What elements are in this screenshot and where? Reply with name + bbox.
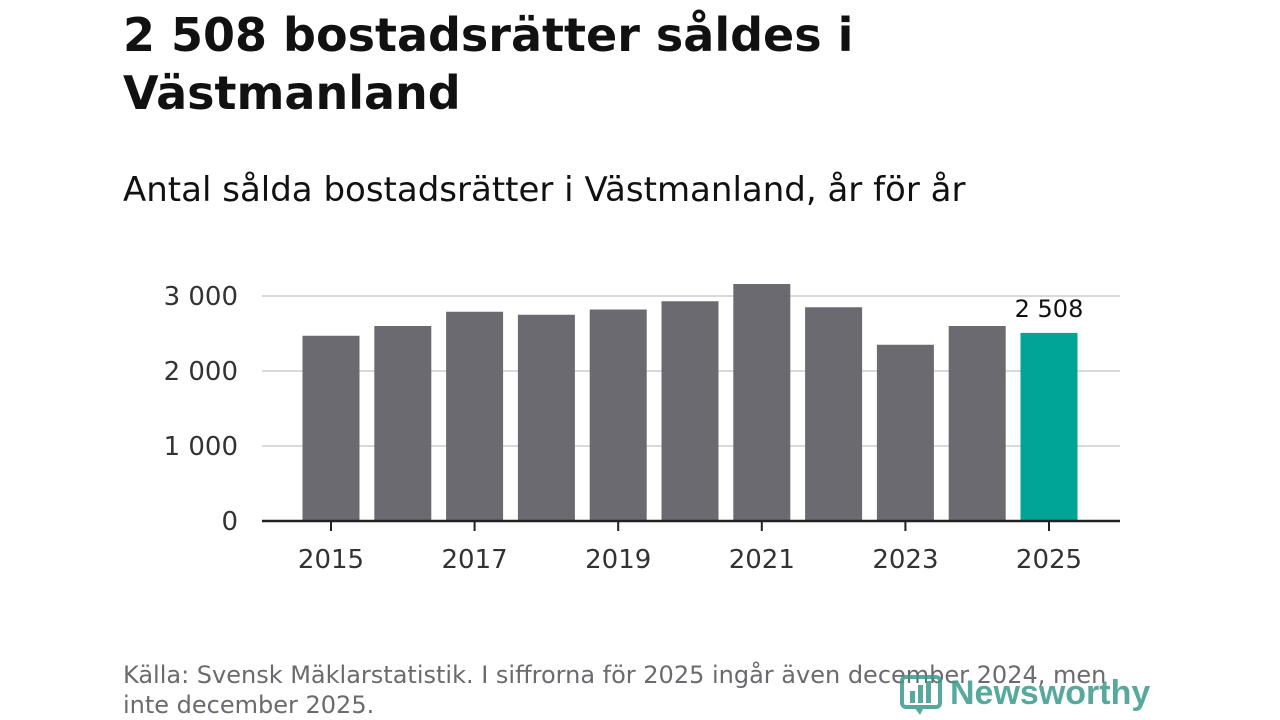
x-tick-label: 2021 bbox=[729, 545, 795, 575]
chart-subtitle: Antal sålda bostadsrätter i Västmanland,… bbox=[123, 170, 966, 210]
bar-2021 bbox=[733, 284, 791, 521]
y-tick-label: 0 bbox=[221, 507, 238, 537]
bar-2022 bbox=[805, 307, 863, 521]
bar-2023 bbox=[876, 344, 934, 521]
y-tick-label: 3 000 bbox=[164, 282, 238, 312]
bar-2019 bbox=[589, 309, 647, 521]
x-tick-label: 2017 bbox=[442, 545, 508, 575]
bar-2020 bbox=[661, 301, 719, 521]
x-tick-label: 2023 bbox=[872, 545, 938, 575]
brand-name: Newsworthy bbox=[950, 673, 1151, 712]
source-note: Källa: Svensk Mäklarstatistik. I siffror… bbox=[123, 661, 1107, 719]
x-tick-label: 2015 bbox=[298, 545, 364, 575]
bar-2025 bbox=[1020, 332, 1078, 521]
bar-2024 bbox=[948, 326, 1006, 521]
y-tick-label: 2 000 bbox=[164, 357, 238, 387]
bar-2015 bbox=[302, 335, 360, 521]
x-tick-label: 2019 bbox=[585, 545, 651, 575]
newsworthy-logo: Newsworthy bbox=[900, 668, 1150, 718]
bar-2017 bbox=[446, 311, 504, 521]
x-tick-label: 2025 bbox=[1016, 545, 1082, 575]
chart-title: 2 508 bostadsrätter såldes i Västmanland bbox=[123, 8, 854, 120]
bar-2016 bbox=[374, 326, 432, 521]
data-label: 2 508 bbox=[1015, 295, 1084, 323]
bar-2018 bbox=[517, 314, 575, 521]
newsworthy-icon bbox=[900, 675, 942, 715]
y-tick-label: 1 000 bbox=[164, 432, 238, 462]
